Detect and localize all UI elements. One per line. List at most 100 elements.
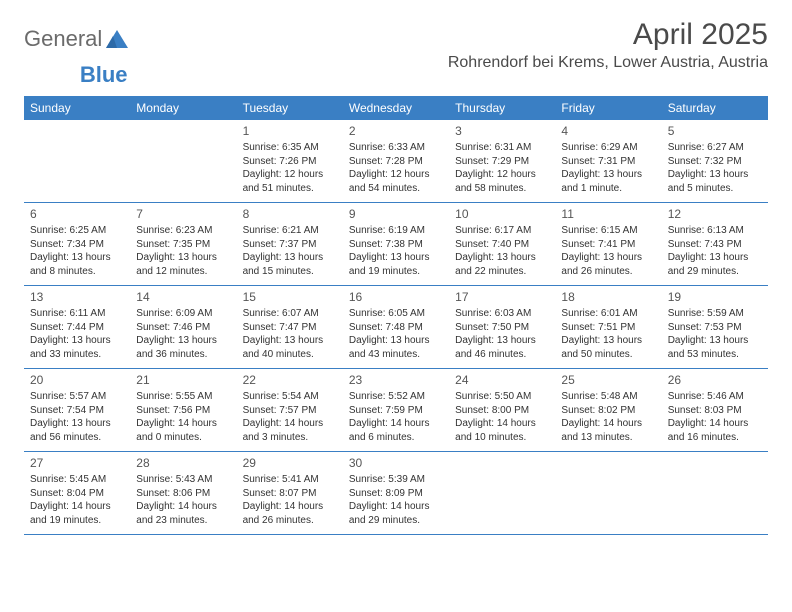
daylight-text: Daylight: 14 hours and 13 minutes. [561, 417, 655, 444]
sunset-text: Sunset: 8:07 PM [243, 487, 337, 501]
sunrise-text: Sunrise: 6:01 AM [561, 307, 655, 321]
sunrise-text: Sunrise: 5:45 AM [30, 473, 124, 487]
sunset-text: Sunset: 7:56 PM [136, 404, 230, 418]
day-number: 24 [455, 372, 549, 388]
sunset-text: Sunset: 8:09 PM [349, 487, 443, 501]
logo-text-general: General [24, 26, 102, 52]
daylight-text: Daylight: 12 hours and 51 minutes. [243, 168, 337, 195]
daylight-text: Daylight: 14 hours and 0 minutes. [136, 417, 230, 444]
sunset-text: Sunset: 7:38 PM [349, 238, 443, 252]
day-number: 11 [561, 206, 655, 222]
daylight-text: Daylight: 14 hours and 19 minutes. [30, 500, 124, 527]
location-text: Rohrendorf bei Krems, Lower Austria, Aus… [448, 54, 768, 72]
day-number: 27 [30, 455, 124, 471]
day-cell: 1 Sunrise: 6:35 AMSunset: 7:26 PMDaylight… [237, 120, 343, 202]
logo: General [24, 18, 130, 52]
day-cell: 8Sunrise: 6:21 AMSunset: 7:37 PMDaylight… [237, 203, 343, 285]
sunset-text: Sunset: 7:29 PM [455, 155, 549, 169]
daylight-text: Daylight: 14 hours and 23 minutes. [136, 500, 230, 527]
sunrise-text: Sunrise: 6:09 AM [136, 307, 230, 321]
daylight-text: Daylight: 14 hours and 26 minutes. [243, 500, 337, 527]
day-number: 17 [455, 289, 549, 305]
sunrise-text: Sunrise: 6:31 AM [455, 141, 549, 155]
sunrise-text: Sunrise: 5:46 AM [668, 390, 762, 404]
sunrise-text: Sunrise: 5:59 AM [668, 307, 762, 321]
week-row: 20Sunrise: 5:57 AMSunset: 7:54 PMDayligh… [24, 369, 768, 452]
sunrise-text: Sunrise: 5:54 AM [243, 390, 337, 404]
sunrise-text: Sunrise: 5:48 AM [561, 390, 655, 404]
day-number: 21 [136, 372, 230, 388]
sunrise-text: Sunrise: 6:11 AM [30, 307, 124, 321]
daylight-text: Daylight: 13 hours and 36 minutes. [136, 334, 230, 361]
daylight-text: Daylight: 14 hours and 29 minutes. [349, 500, 443, 527]
empty-cell [555, 452, 661, 534]
sunset-text: Sunset: 7:47 PM [243, 321, 337, 335]
day-number: 22 [243, 372, 337, 388]
day-cell: 3Sunrise: 6:31 AMSunset: 7:29 PMDaylight… [449, 120, 555, 202]
sunset-text: Sunset: 7:28 PM [349, 155, 443, 169]
day-header-monday: Monday [130, 96, 236, 120]
sunset-text: Sunset: 7:31 PM [561, 155, 655, 169]
day-header-sunday: Sunday [24, 96, 130, 120]
sunset-text: Sunset: 8:06 PM [136, 487, 230, 501]
day-cell: 23Sunrise: 5:52 AMSunset: 7:59 PMDayligh… [343, 369, 449, 451]
sunset-text: Sunset: 7:40 PM [455, 238, 549, 252]
sunrise-text: Sunrise: 6:21 AM [243, 224, 337, 238]
sunrise-text: Sunrise: 6:27 AM [668, 141, 762, 155]
day-cell: 16Sunrise: 6:05 AMSunset: 7:48 PMDayligh… [343, 286, 449, 368]
day-cell: 26Sunrise: 5:46 AMSunset: 8:03 PMDayligh… [662, 369, 768, 451]
day-header-friday: Friday [555, 96, 661, 120]
sunrise-text: Sunrise: 5:52 AM [349, 390, 443, 404]
day-number: 12 [668, 206, 762, 222]
daylight-text: Daylight: 13 hours and 56 minutes. [30, 417, 124, 444]
sunrise-text: Sunrise: 6:17 AM [455, 224, 549, 238]
daylight-text: Daylight: 13 hours and 40 minutes. [243, 334, 337, 361]
sunrise-text: Sunrise: 6:23 AM [136, 224, 230, 238]
day-cell: 14Sunrise: 6:09 AMSunset: 7:46 PMDayligh… [130, 286, 236, 368]
empty-cell [449, 452, 555, 534]
sunset-text: Sunset: 7:37 PM [243, 238, 337, 252]
daylight-text: Daylight: 13 hours and 33 minutes. [30, 334, 124, 361]
daylight-text: Daylight: 13 hours and 50 minutes. [561, 334, 655, 361]
calendar-grid: Sunday Monday Tuesday Wednesday Thursday… [24, 96, 768, 535]
day-number: 28 [136, 455, 230, 471]
day-number: 1 [243, 123, 337, 139]
sunrise-text: Sunrise: 6:35 AM [243, 141, 337, 155]
daylight-text: Daylight: 13 hours and 1 minute. [561, 168, 655, 195]
sunrise-text: Sunrise: 6:25 AM [30, 224, 124, 238]
week-row: 27Sunrise: 5:45 AMSunset: 8:04 PMDayligh… [24, 452, 768, 535]
day-header-row: Sunday Monday Tuesday Wednesday Thursday… [24, 96, 768, 120]
day-cell: 30Sunrise: 5:39 AMSunset: 8:09 PMDayligh… [343, 452, 449, 534]
day-number: 13 [30, 289, 124, 305]
day-number: 23 [349, 372, 443, 388]
daylight-text: Daylight: 13 hours and 43 minutes. [349, 334, 443, 361]
day-number: 7 [136, 206, 230, 222]
day-cell: 21 Sunrise: 5:55 AMSunset: 7:56 PMDayligh… [130, 369, 236, 451]
day-number: 20 [30, 372, 124, 388]
day-cell: 17Sunrise: 6:03 AMSunset: 7:50 PMDayligh… [449, 286, 555, 368]
sunrise-text: Sunrise: 5:41 AM [243, 473, 337, 487]
daylight-text: Daylight: 13 hours and 5 minutes. [668, 168, 762, 195]
day-cell: 10Sunrise: 6:17 AMSunset: 7:40 PMDayligh… [449, 203, 555, 285]
sunset-text: Sunset: 7:26 PM [243, 155, 337, 169]
day-cell: 28Sunrise: 5:43 AMSunset: 8:06 PMDayligh… [130, 452, 236, 534]
day-number: 25 [561, 372, 655, 388]
day-header-thursday: Thursday [449, 96, 555, 120]
week-row: 1Sunrise: 6:35 AMSunset: 7:26 PMDaylight… [24, 120, 768, 203]
day-cell: 11Sunrise: 6:15 AMSunset: 7:41 PMDayligh… [555, 203, 661, 285]
sunset-text: Sunset: 7:41 PM [561, 238, 655, 252]
sunset-text: Sunset: 8:04 PM [30, 487, 124, 501]
day-cell: 29Sunrise: 5:41 AMSunset: 8:07 PMDayligh… [237, 452, 343, 534]
sunrise-text: Sunrise: 6:13 AM [668, 224, 762, 238]
sunset-text: Sunset: 8:00 PM [455, 404, 549, 418]
daylight-text: Daylight: 14 hours and 6 minutes. [349, 417, 443, 444]
day-header-saturday: Saturday [662, 96, 768, 120]
sunset-text: Sunset: 7:32 PM [668, 155, 762, 169]
sunrise-text: Sunrise: 5:55 AM [136, 390, 230, 404]
day-cell: 6Sunrise: 6:25 AMSunset: 7:34 PMDaylight… [24, 203, 130, 285]
sunset-text: Sunset: 7:34 PM [30, 238, 124, 252]
daylight-text: Daylight: 14 hours and 16 minutes. [668, 417, 762, 444]
day-number: 18 [561, 289, 655, 305]
daylight-text: Daylight: 14 hours and 3 minutes. [243, 417, 337, 444]
day-cell: 9Sunrise: 6:19 AMSunset: 7:38 PMDaylight… [343, 203, 449, 285]
